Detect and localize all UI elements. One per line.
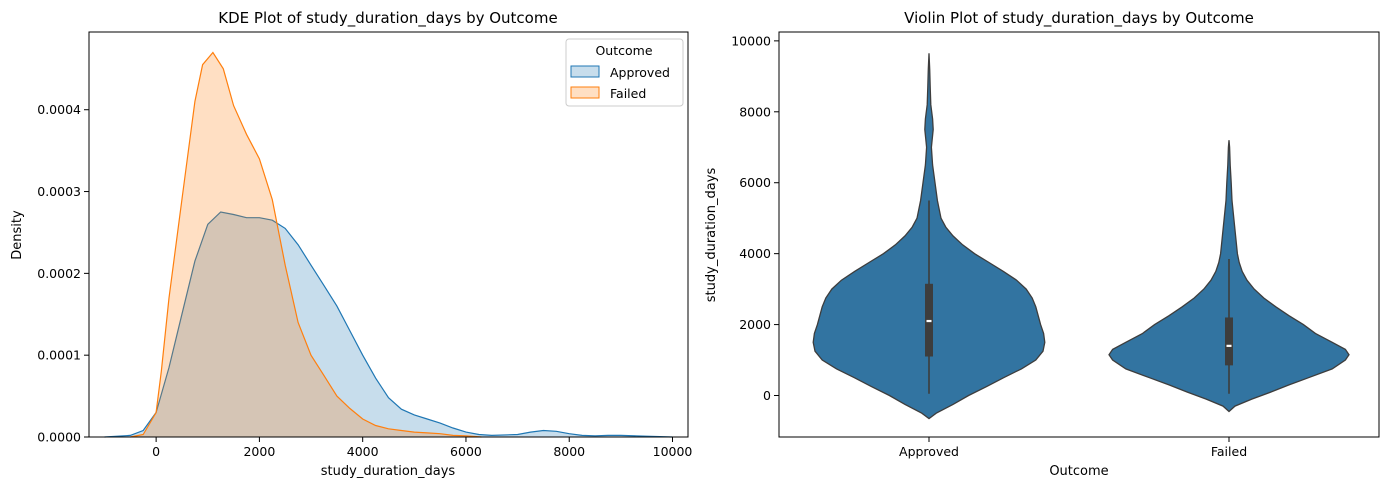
legend-swatch-approved [570, 65, 600, 78]
violin-y-tick-label-0: 0 [763, 388, 771, 403]
violin-iqr-box-failed [1225, 317, 1233, 366]
violin-x-tick-label-failed: Failed [1211, 444, 1247, 459]
kde-y-tick-label-2: 0.0002 [37, 266, 81, 281]
kde-x-label: study_duration_days [321, 464, 456, 479]
kde-y-tick-label-4: 0.0004 [37, 102, 81, 117]
kde-x-tick-label-8000: 8000 [553, 444, 585, 459]
kde-area-approved [104, 212, 673, 437]
violin-y-tick-label-4000: 4000 [739, 246, 771, 261]
violin-chart: Violin Plot of study_duration_days by Ou… [704, 9, 1380, 479]
kde-y-tick-label-1: 0.0001 [37, 348, 81, 363]
kde-x-tick-label-6000: 6000 [450, 444, 482, 459]
kde-x-tick-label-10000: 10000 [653, 444, 693, 459]
kde-axes-frame [88, 31, 689, 438]
kde-line-failed [130, 51, 482, 438]
violin-plot-area [812, 53, 1350, 420]
violin-y-label: study_duration_days [704, 168, 719, 303]
kde-area-failed [130, 52, 482, 437]
kde-y-axis: 0.0000 0.0001 0.0002 0.0003 0.0004 [37, 102, 89, 445]
kde-chart: KDE Plot of study_duration_days by Outco… [10, 9, 692, 479]
violin-y-tick-label-8000: 8000 [739, 104, 771, 119]
kde-line-approved [104, 211, 673, 438]
kde-y-tick-label-3: 0.0003 [37, 184, 81, 199]
kde-x-tick-label-2000: 2000 [243, 444, 275, 459]
violin-y-tick-label-6000: 6000 [739, 175, 771, 190]
kde-title: KDE Plot of study_duration_days by Outco… [218, 9, 557, 28]
kde-plot-area [104, 51, 673, 438]
violin-title: Violin Plot of study_duration_days by Ou… [904, 9, 1254, 28]
legend-frame [565, 38, 684, 107]
kde-y-tick-label-0: 0.0000 [37, 430, 81, 445]
violin-x-tick-label-approved: Approved [899, 444, 959, 459]
violin-x-axis: Approved Failed [899, 437, 1247, 459]
kde-x-tick-label-4000: 4000 [347, 444, 379, 459]
legend-label-failed: Failed [610, 86, 646, 101]
kde-legend: Outcome Approved Failed [565, 38, 684, 107]
violin-y-tick-label-10000: 10000 [731, 33, 771, 48]
violin-axes-frame [778, 31, 1380, 438]
legend-swatch-failed [570, 86, 600, 99]
violin-x-label: Outcome [1049, 464, 1108, 479]
violin-y-tick-label-2000: 2000 [739, 317, 771, 332]
legend-label-approved: Approved [610, 65, 670, 80]
kde-x-axis: 0 2000 4000 6000 8000 10000 [152, 437, 692, 459]
kde-y-label: Density [10, 210, 25, 260]
kde-x-tick-label-0: 0 [152, 444, 160, 459]
violin-y-axis: 0 2000 4000 6000 8000 10000 [731, 33, 779, 403]
legend-title: Outcome [595, 43, 652, 58]
